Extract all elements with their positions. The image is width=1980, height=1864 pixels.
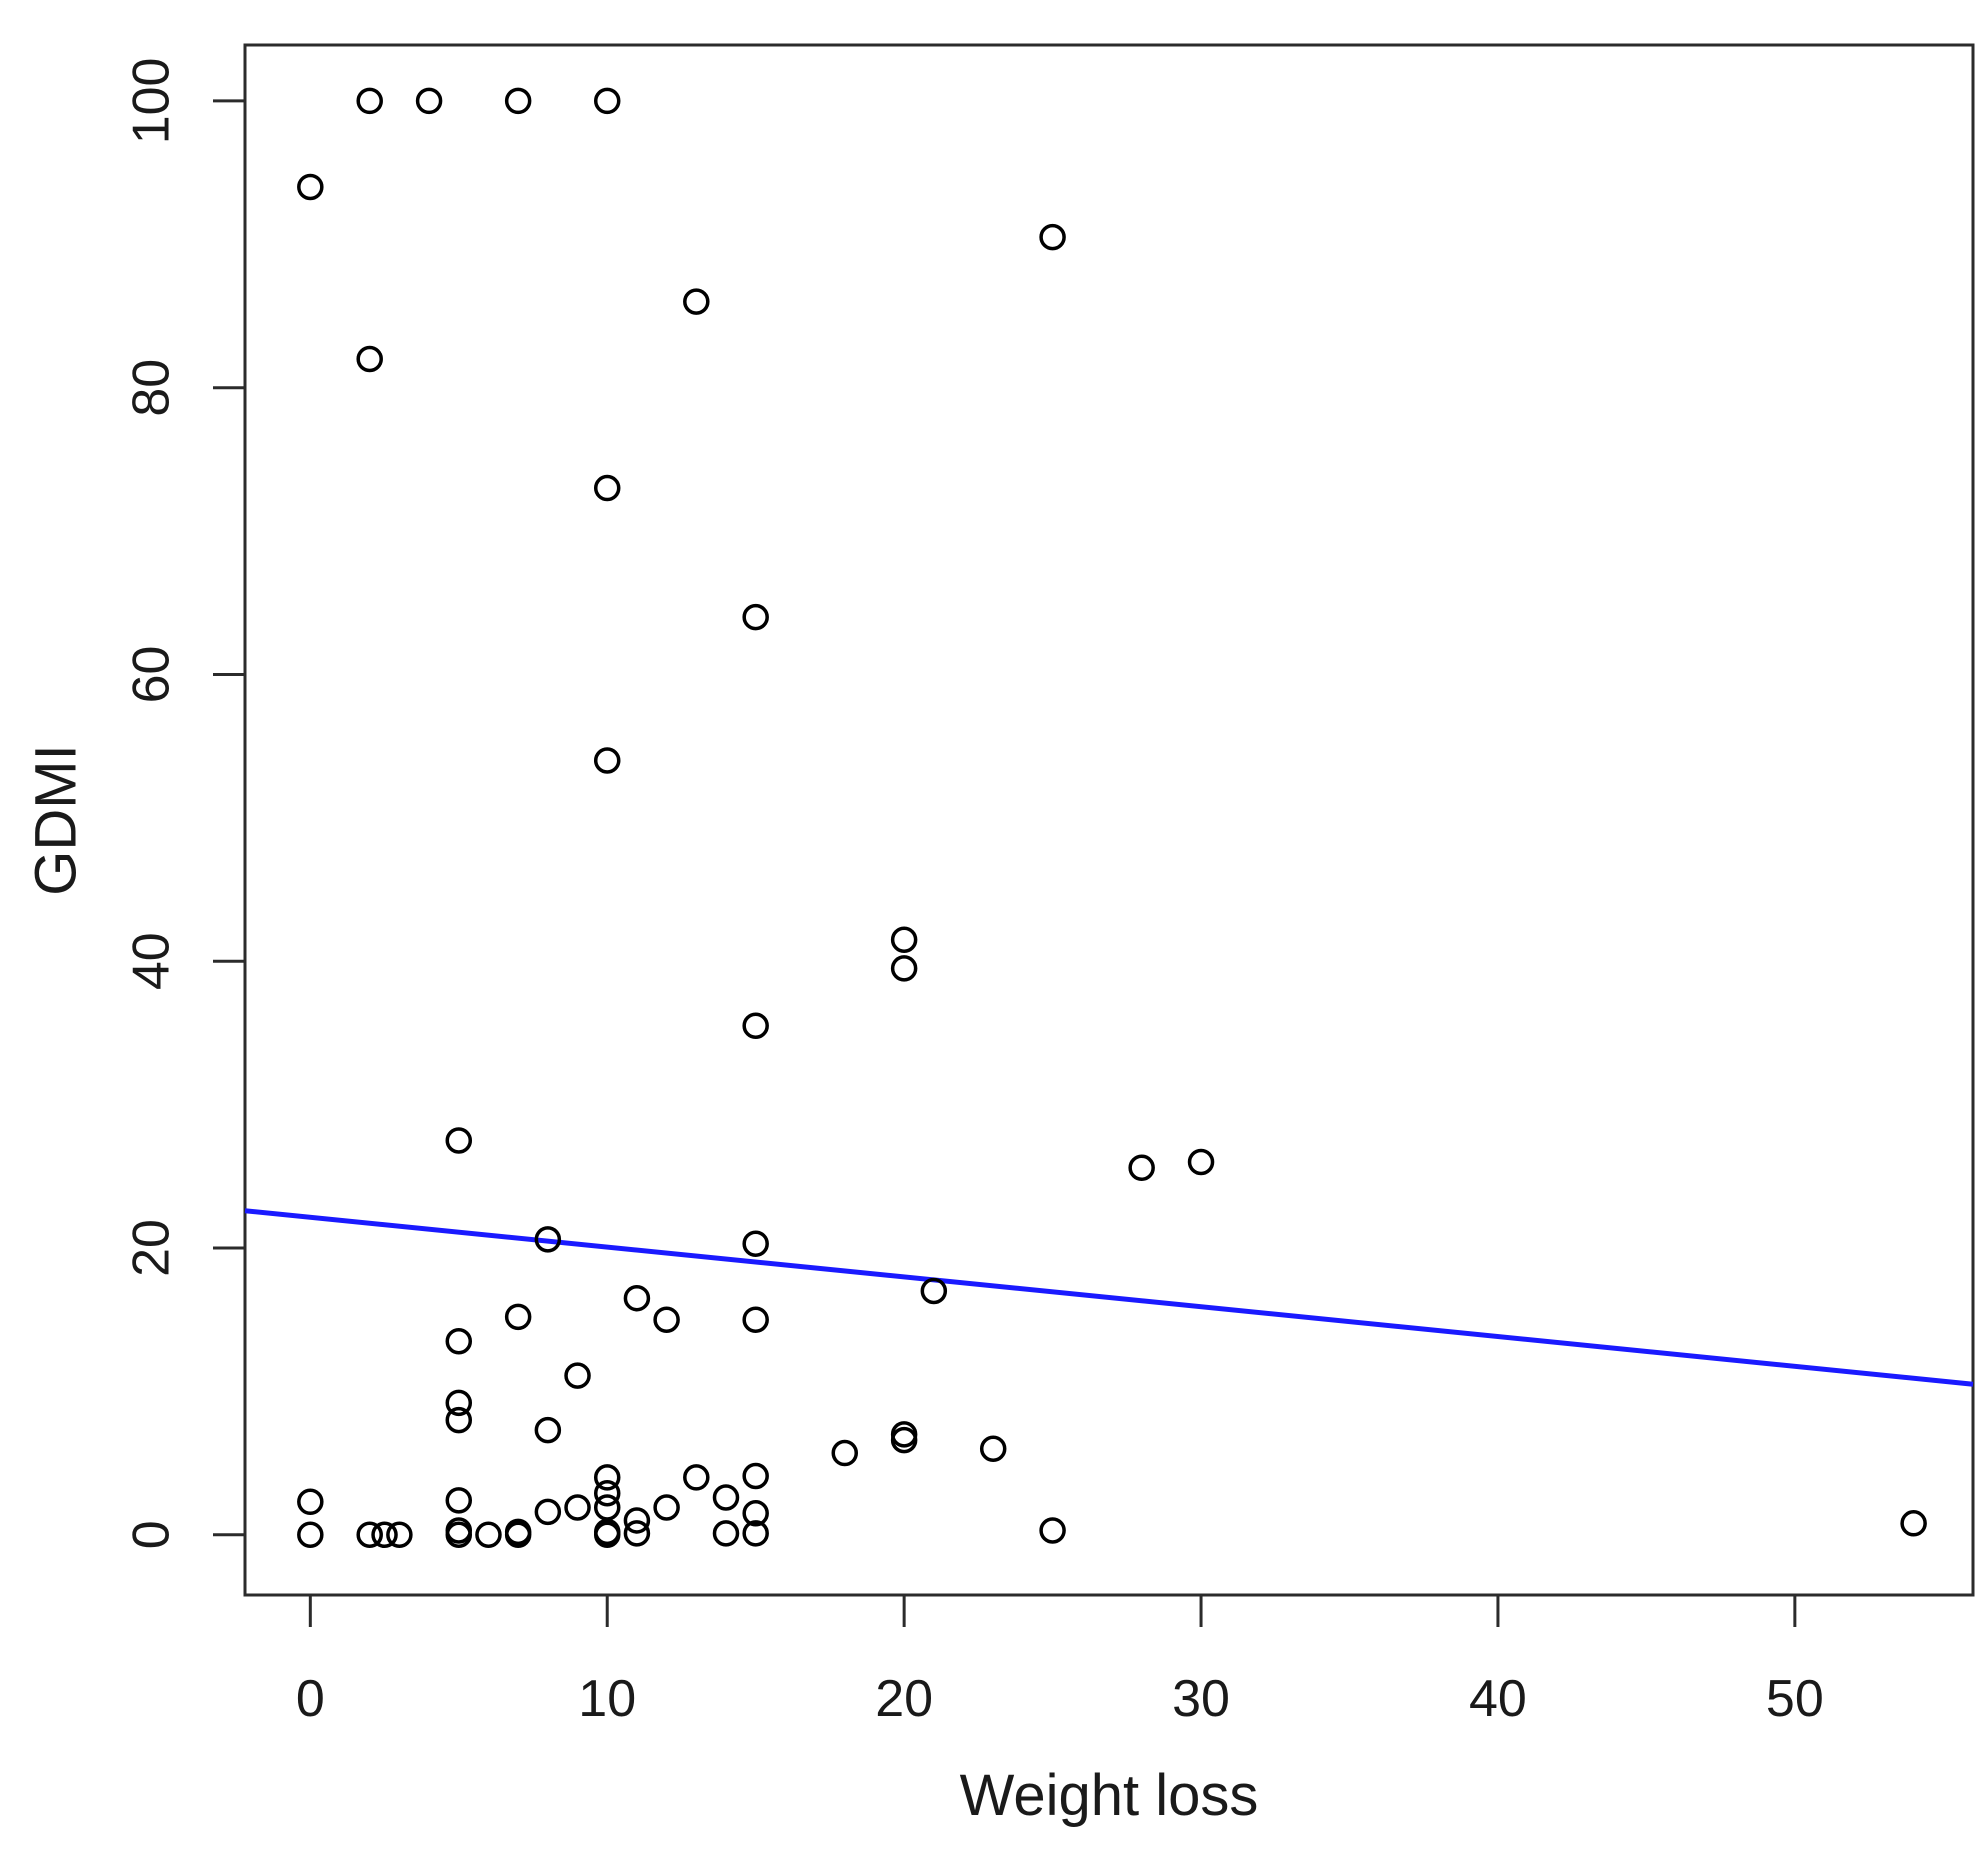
- data-point: [890, 955, 918, 982]
- x-axis-tick-label: 30: [1172, 1670, 1230, 1728]
- data-point: [683, 288, 710, 315]
- data-point: [1900, 1510, 1927, 1537]
- data-point: [386, 1521, 413, 1549]
- data-point: [445, 1389, 473, 1417]
- data-point: [564, 1362, 591, 1389]
- data-point: [920, 1277, 948, 1305]
- data-point: [742, 603, 769, 631]
- data-point: [623, 1520, 651, 1547]
- data-point: [1039, 223, 1066, 251]
- data-point: [445, 1521, 473, 1549]
- data-point: [534, 1498, 562, 1526]
- data-point: [890, 926, 918, 953]
- data-point: [742, 1012, 769, 1040]
- data-point: [356, 87, 383, 115]
- data-point: [504, 1303, 532, 1331]
- data-point: [593, 1464, 621, 1491]
- data-point: [445, 1127, 473, 1154]
- y-axis-tick-label: 80: [123, 359, 181, 417]
- data-point: [742, 1306, 769, 1333]
- y-axis-tick-label: 100: [123, 58, 181, 145]
- data-point: [356, 345, 383, 373]
- data-point: [504, 87, 532, 115]
- data-point: [297, 1488, 324, 1516]
- y-axis-tick-label: 40: [123, 932, 181, 990]
- x-axis-title: Weight loss: [960, 1763, 1259, 1828]
- data-point: [742, 1462, 769, 1490]
- data-point: [1039, 1517, 1066, 1544]
- plot-frame: [243, 43, 1975, 1597]
- data-point: [742, 1520, 769, 1547]
- data-point: [593, 747, 621, 774]
- data-point: [356, 1521, 383, 1549]
- data-point: [445, 1406, 473, 1434]
- data-point: [653, 1494, 680, 1521]
- regression-line: [244, 1208, 1974, 1387]
- data-point: [979, 1435, 1007, 1462]
- data-point: [504, 1521, 532, 1549]
- data-point: [1187, 1148, 1215, 1176]
- data-point: [534, 1416, 562, 1444]
- x-axis-tick-label: 50: [1766, 1670, 1824, 1728]
- y-axis-tick-label: 0: [123, 1520, 181, 1549]
- data-point: [593, 1479, 621, 1507]
- data-point: [593, 87, 621, 115]
- data-point: [534, 1226, 562, 1253]
- data-point: [445, 1487, 473, 1514]
- data-point: [564, 1494, 591, 1521]
- data-point: [653, 1306, 680, 1333]
- data-point: [593, 474, 621, 502]
- data-point: [623, 1284, 651, 1312]
- data-point: [371, 1521, 398, 1549]
- y-axis-tick-label: 20: [123, 1219, 181, 1277]
- x-axis-tick-label: 0: [296, 1670, 325, 1728]
- data-point: [593, 1521, 621, 1549]
- data-point: [623, 1507, 651, 1534]
- data-point: [297, 1521, 324, 1549]
- data-point: [415, 87, 443, 115]
- data-point: [1128, 1154, 1155, 1181]
- data-point: [712, 1520, 740, 1547]
- data-point: [297, 173, 324, 201]
- x-axis-tick-label: 40: [1469, 1670, 1527, 1728]
- data-point: [742, 1500, 769, 1527]
- y-axis-tick-label: 60: [123, 646, 181, 704]
- data-point: [742, 1230, 769, 1257]
- data-point: [445, 1327, 473, 1355]
- y-axis-title: GDMI: [23, 744, 88, 895]
- data-point: [890, 1426, 918, 1454]
- x-axis-tick-label: 20: [875, 1670, 933, 1728]
- x-axis-tick-label: 10: [578, 1670, 636, 1728]
- data-point: [712, 1484, 740, 1511]
- data-point: [475, 1521, 502, 1549]
- data-point: [831, 1439, 859, 1467]
- data-point: [683, 1464, 710, 1491]
